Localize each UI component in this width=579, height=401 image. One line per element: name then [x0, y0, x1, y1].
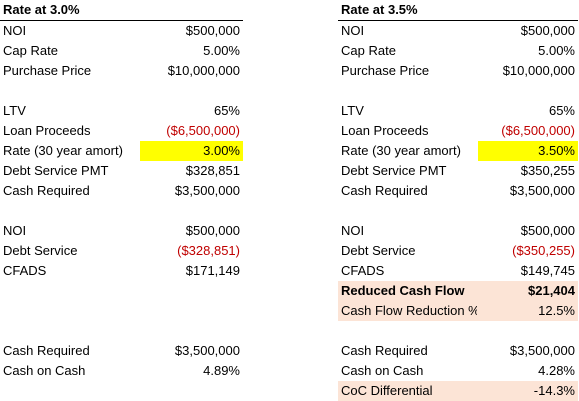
row-label: CFADS: [3, 263, 47, 278]
row-label: Cash Required: [341, 183, 428, 198]
row-label: Debt Service: [3, 243, 78, 258]
row-value: -14.3%: [533, 383, 575, 398]
row-label: CFADS: [341, 263, 385, 278]
row-label: Rate (30 year amort): [341, 143, 461, 158]
row-value: 3.50%: [478, 141, 578, 161]
row-label: Cash Flow Reduction %: [341, 303, 477, 318]
row-value: $10,000,000: [167, 63, 240, 78]
row-value: $500,000: [520, 223, 575, 238]
row-highlight: [338, 281, 578, 301]
row-highlight: [338, 381, 578, 401]
row-value: $10,000,000: [502, 63, 575, 78]
row-label: Reduced Cash Flow: [341, 283, 465, 298]
row-value: $328,851: [185, 163, 240, 178]
row-value: $3,500,000: [174, 183, 240, 198]
header-border: [338, 20, 578, 21]
row-label: Cap Rate: [341, 43, 396, 58]
sheet-title: Rate at 3.5%: [341, 2, 418, 17]
row-value: 5.00%: [538, 43, 575, 58]
row-label: Rate (30 year amort): [3, 143, 123, 158]
row-label: LTV: [341, 103, 364, 118]
row-value: $3,500,000: [509, 343, 575, 358]
row-value: $500,000: [185, 223, 240, 238]
row-value: ($350,255): [512, 243, 575, 258]
row-label: Cash on Cash: [341, 363, 424, 378]
row-value: 3.00%: [140, 141, 243, 161]
row-label: Purchase Price: [3, 63, 92, 78]
row-value: 12.5%: [538, 303, 575, 318]
row-value: ($6,500,000): [166, 123, 240, 138]
row-value: $149,745: [520, 263, 575, 278]
row-value: $21,404: [528, 283, 575, 298]
row-value: ($328,851): [177, 243, 240, 258]
row-value: $500,000: [185, 23, 240, 38]
row-value: $500,000: [520, 23, 575, 38]
row-label: Purchase Price: [341, 63, 430, 78]
row-label: Cap Rate: [3, 43, 58, 58]
row-value: $350,255: [520, 163, 575, 178]
row-label: Debt Service PMT: [341, 163, 447, 178]
row-label: Cash Required: [341, 343, 428, 358]
row-label: Debt Service: [341, 243, 416, 258]
row-label: LTV: [3, 103, 26, 118]
row-value: 4.89%: [203, 363, 240, 378]
row-label: Loan Proceeds: [3, 123, 91, 138]
sheet-title: Rate at 3.0%: [3, 2, 80, 17]
row-highlight: [338, 301, 578, 321]
row-value: 4.28%: [538, 363, 575, 378]
row-value: $3,500,000: [509, 183, 575, 198]
row-label: NOI: [3, 23, 27, 38]
row-value: 65%: [213, 103, 240, 118]
row-label: Loan Proceeds: [341, 123, 429, 138]
row-value: $3,500,000: [174, 343, 240, 358]
row-label: NOI: [341, 223, 365, 238]
row-label: Debt Service PMT: [3, 163, 109, 178]
row-label: Cash on Cash: [3, 363, 86, 378]
row-value: 5.00%: [203, 43, 240, 58]
row-value: 65%: [548, 103, 575, 118]
row-label: NOI: [341, 23, 365, 38]
row-value: ($6,500,000): [501, 123, 575, 138]
row-label: CoC Differential: [341, 383, 433, 398]
row-value: $171,149: [185, 263, 240, 278]
row-label: Cash Required: [3, 183, 90, 198]
row-label: NOI: [3, 223, 27, 238]
header-border: [0, 20, 243, 21]
row-label: Cash Required: [3, 343, 90, 358]
